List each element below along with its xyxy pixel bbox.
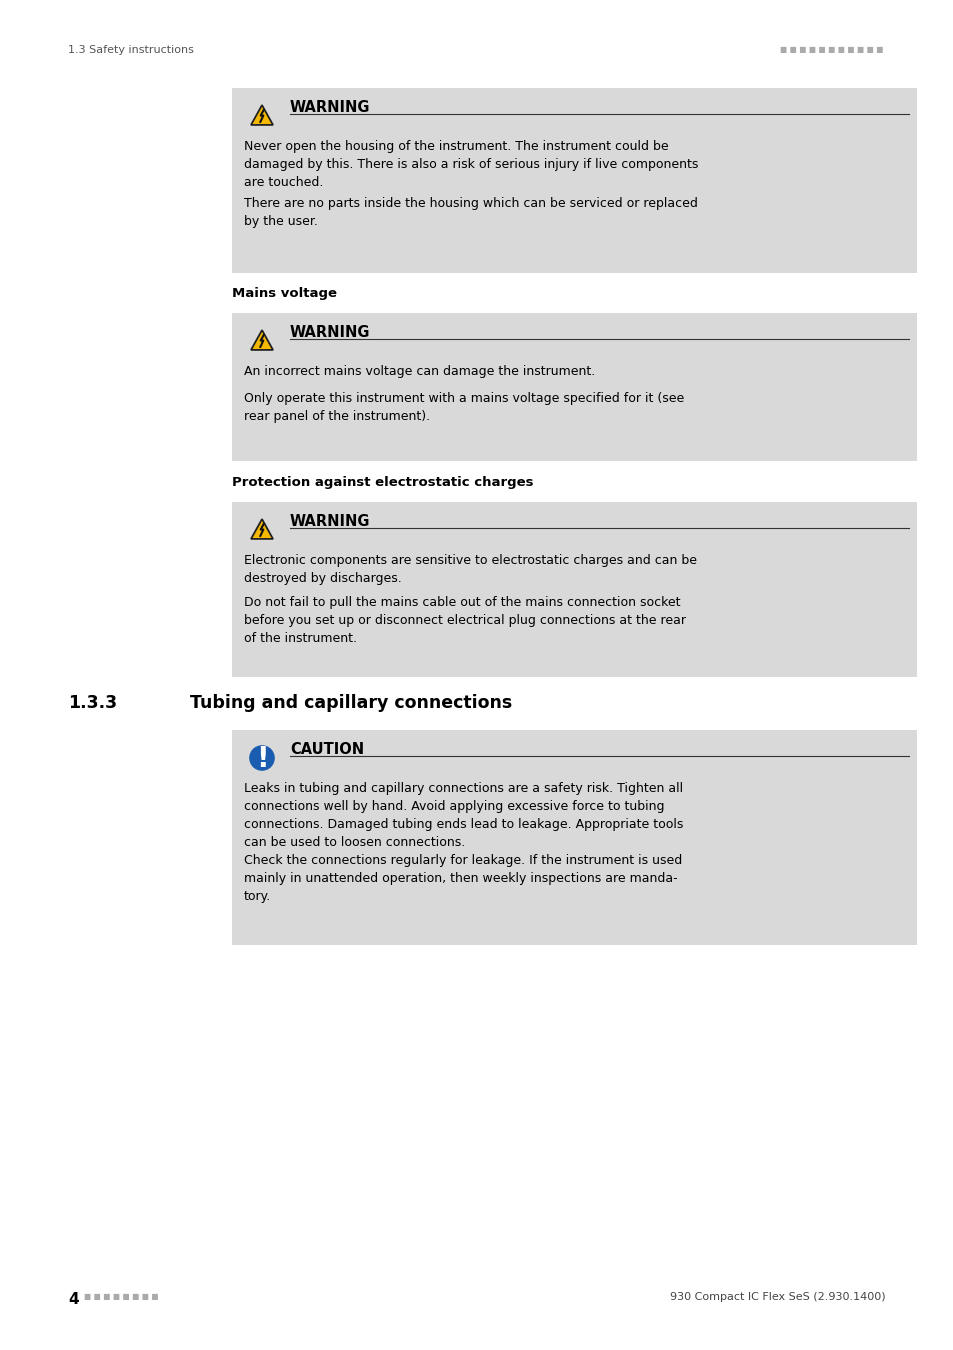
Polygon shape [251, 520, 273, 539]
Text: Mains voltage: Mains voltage [232, 288, 336, 300]
Bar [232, 313, 916, 460]
Text: An incorrect mains voltage can damage the instrument.: An incorrect mains voltage can damage th… [244, 364, 595, 378]
Text: Leaks in tubing and capillary connections are a safety risk. Tighten all
connect: Leaks in tubing and capillary connection… [244, 782, 682, 849]
Text: Never open the housing of the instrument. The instrument could be
damaged by thi: Never open the housing of the instrument… [244, 140, 698, 189]
Text: !: ! [255, 745, 268, 772]
Text: 1.3.3: 1.3.3 [68, 694, 117, 711]
Text: CAUTION: CAUTION [290, 743, 364, 757]
Text: 1.3 Safety instructions: 1.3 Safety instructions [68, 45, 193, 55]
Bar [232, 88, 916, 273]
Text: There are no parts inside the housing which can be serviced or replaced
by the u: There are no parts inside the housing wh… [244, 197, 698, 228]
Polygon shape [251, 331, 273, 350]
Bar [232, 730, 916, 945]
Text: Check the connections regularly for leakage. If the instrument is used
mainly in: Check the connections regularly for leak… [244, 855, 681, 903]
Text: 930 Compact IC Flex SeS (2.930.1400): 930 Compact IC Flex SeS (2.930.1400) [670, 1292, 885, 1301]
Text: WARNING: WARNING [290, 325, 370, 340]
Text: Do not fail to pull the mains cable out of the mains connection socket
before yo: Do not fail to pull the mains cable out … [244, 595, 685, 645]
Text: WARNING: WARNING [290, 514, 370, 529]
Text: Electronic components are sensitive to electrostatic charges and can be
destroye: Electronic components are sensitive to e… [244, 554, 697, 585]
Text: ■ ■ ■ ■ ■ ■ ■ ■ ■ ■ ■: ■ ■ ■ ■ ■ ■ ■ ■ ■ ■ ■ [780, 45, 885, 54]
Bar [232, 502, 916, 676]
Text: Only operate this instrument with a mains voltage specified for it (see
rear pan: Only operate this instrument with a main… [244, 392, 683, 423]
Text: ■ ■ ■ ■ ■ ■ ■ ■: ■ ■ ■ ■ ■ ■ ■ ■ [84, 1292, 158, 1301]
Text: Protection against electrostatic charges: Protection against electrostatic charges [232, 477, 533, 489]
Text: 4: 4 [68, 1292, 78, 1307]
Polygon shape [251, 105, 273, 126]
Text: Tubing and capillary connections: Tubing and capillary connections [190, 694, 512, 711]
Circle shape [250, 747, 274, 769]
Text: WARNING: WARNING [290, 100, 370, 115]
